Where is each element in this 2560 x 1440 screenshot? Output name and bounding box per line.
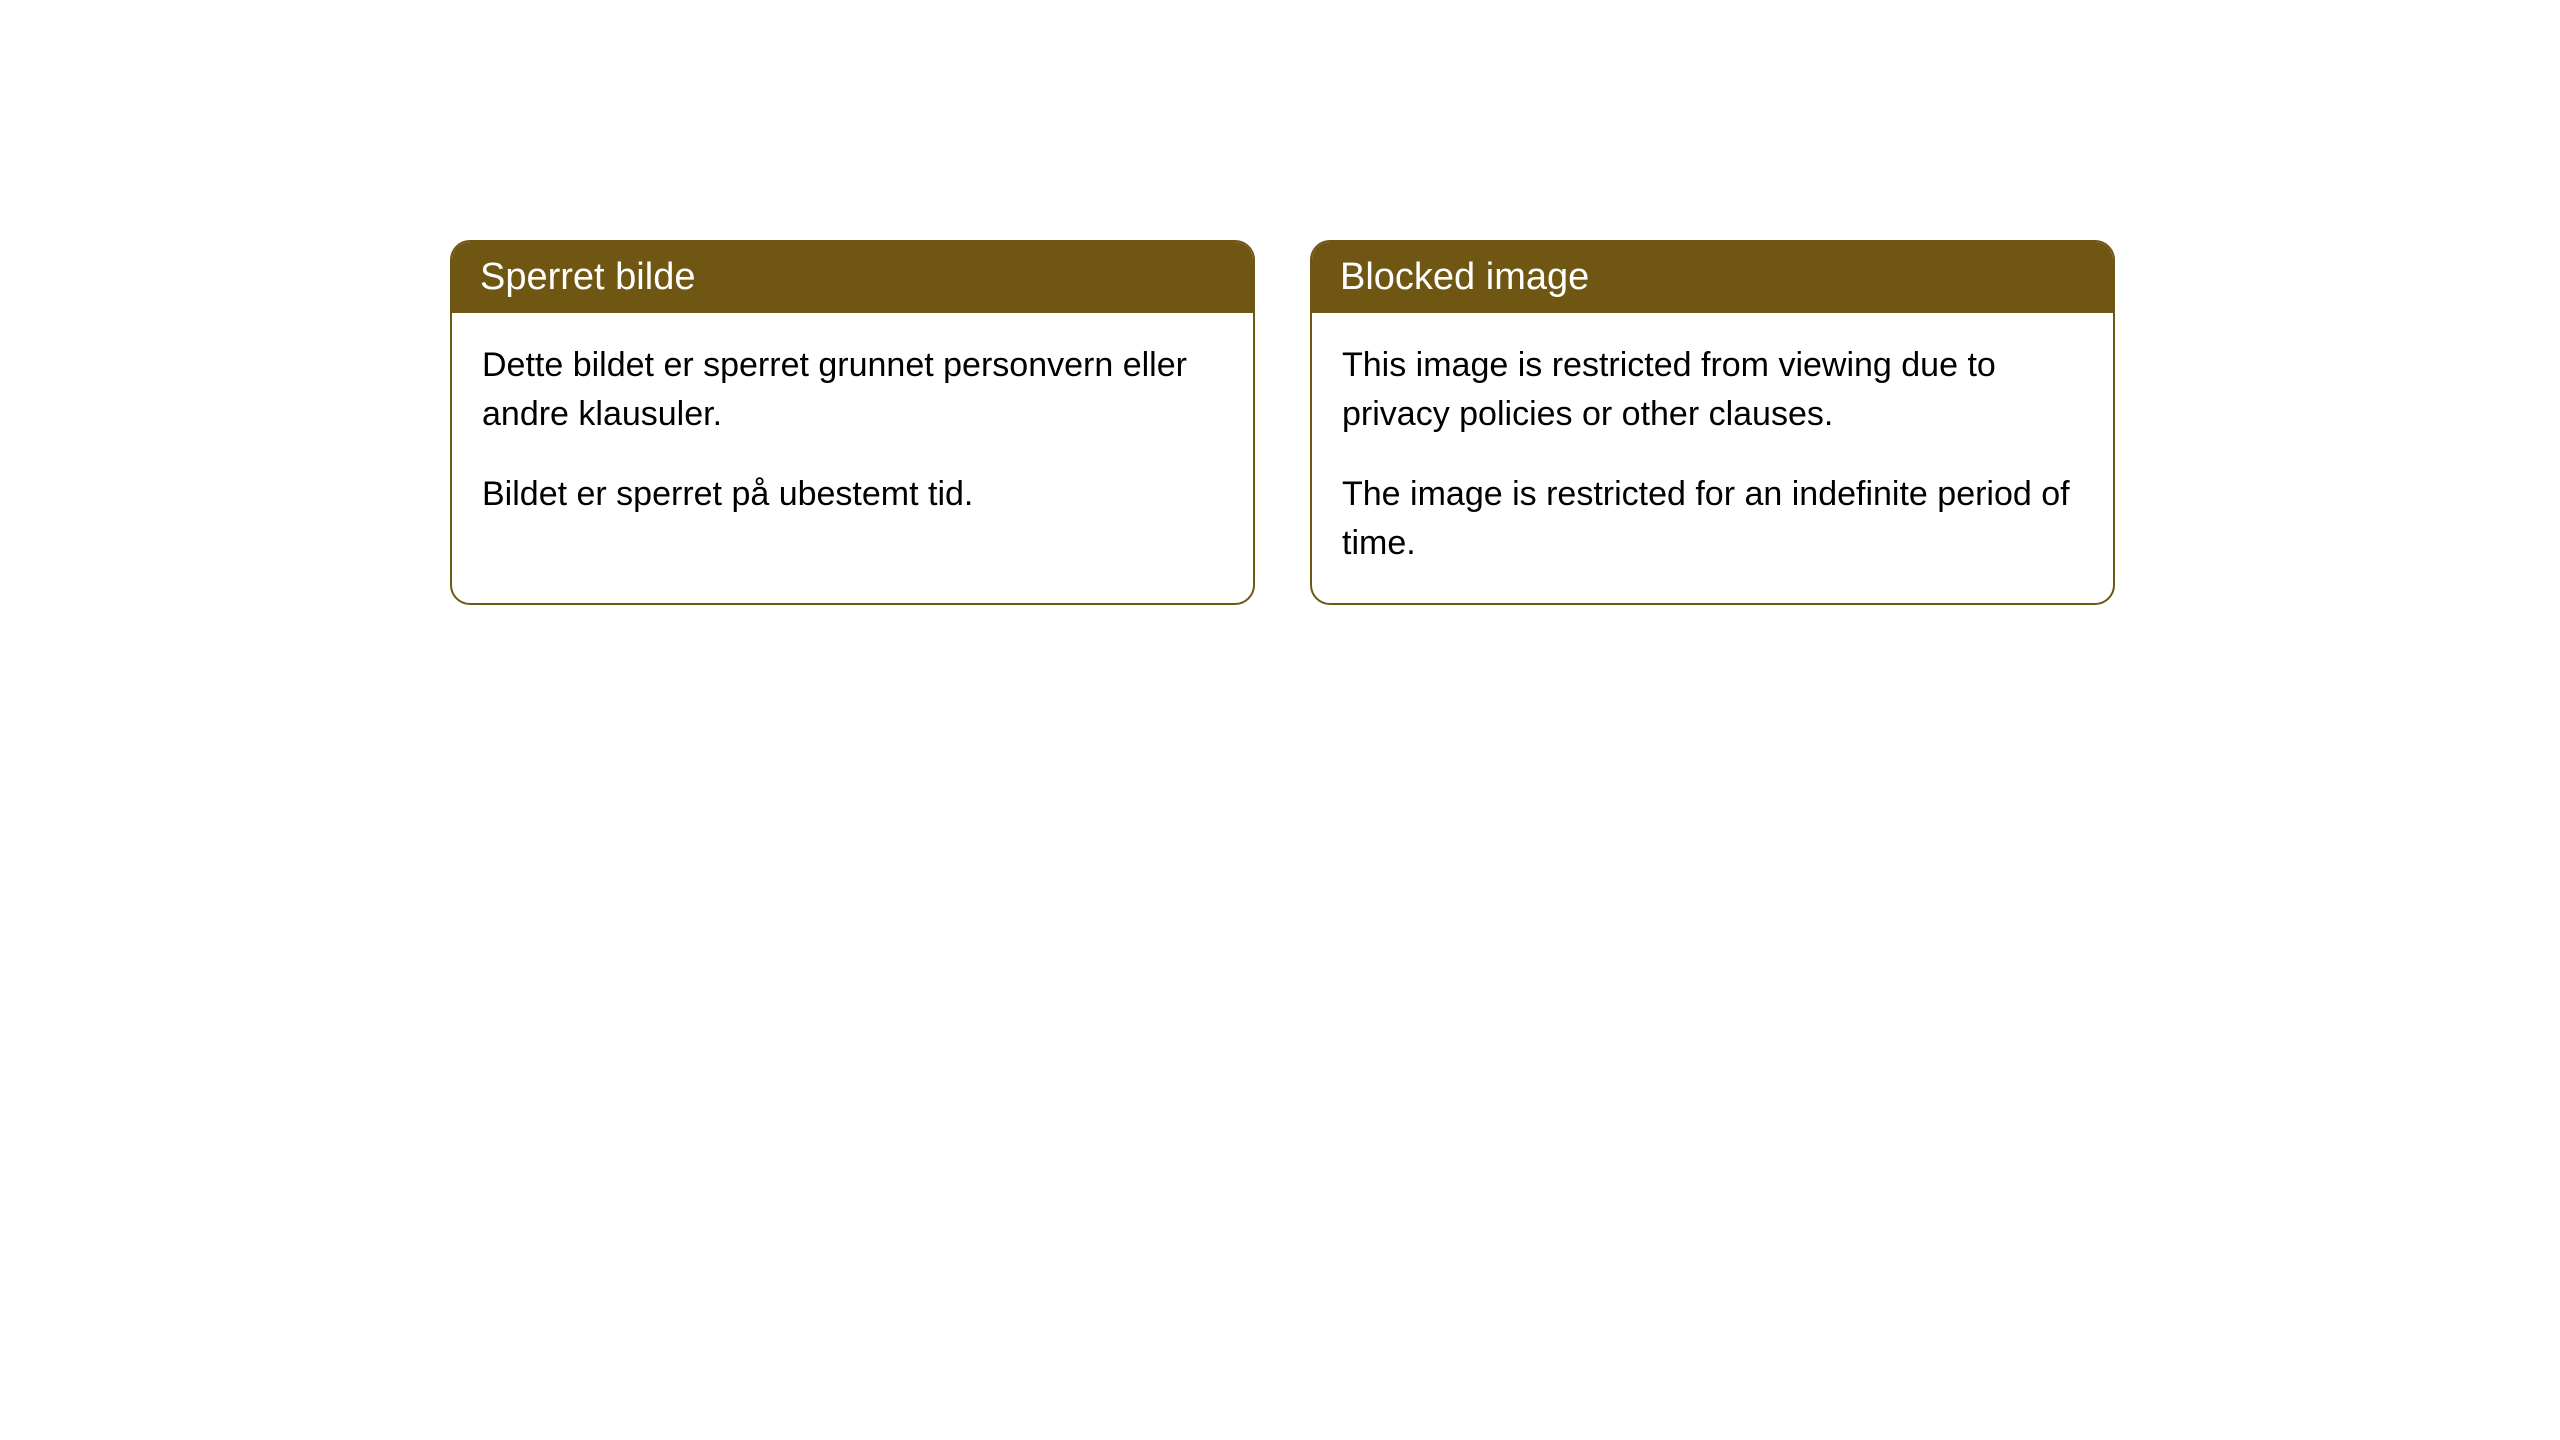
card-paragraph-2-norwegian: Bildet er sperret på ubestemt tid.	[482, 470, 1223, 519]
card-paragraph-1-english: This image is restricted from viewing du…	[1342, 341, 2083, 440]
card-body-english: This image is restricted from viewing du…	[1312, 313, 2113, 603]
card-header-norwegian: Sperret bilde	[452, 242, 1253, 313]
card-norwegian: Sperret bilde Dette bildet er sperret gr…	[450, 240, 1255, 605]
card-paragraph-2-english: The image is restricted for an indefinit…	[1342, 470, 2083, 569]
card-body-norwegian: Dette bildet er sperret grunnet personve…	[452, 313, 1253, 554]
card-paragraph-1-norwegian: Dette bildet er sperret grunnet personve…	[482, 341, 1223, 440]
card-english: Blocked image This image is restricted f…	[1310, 240, 2115, 605]
cards-container: Sperret bilde Dette bildet er sperret gr…	[450, 240, 2560, 605]
card-header-english: Blocked image	[1312, 242, 2113, 313]
